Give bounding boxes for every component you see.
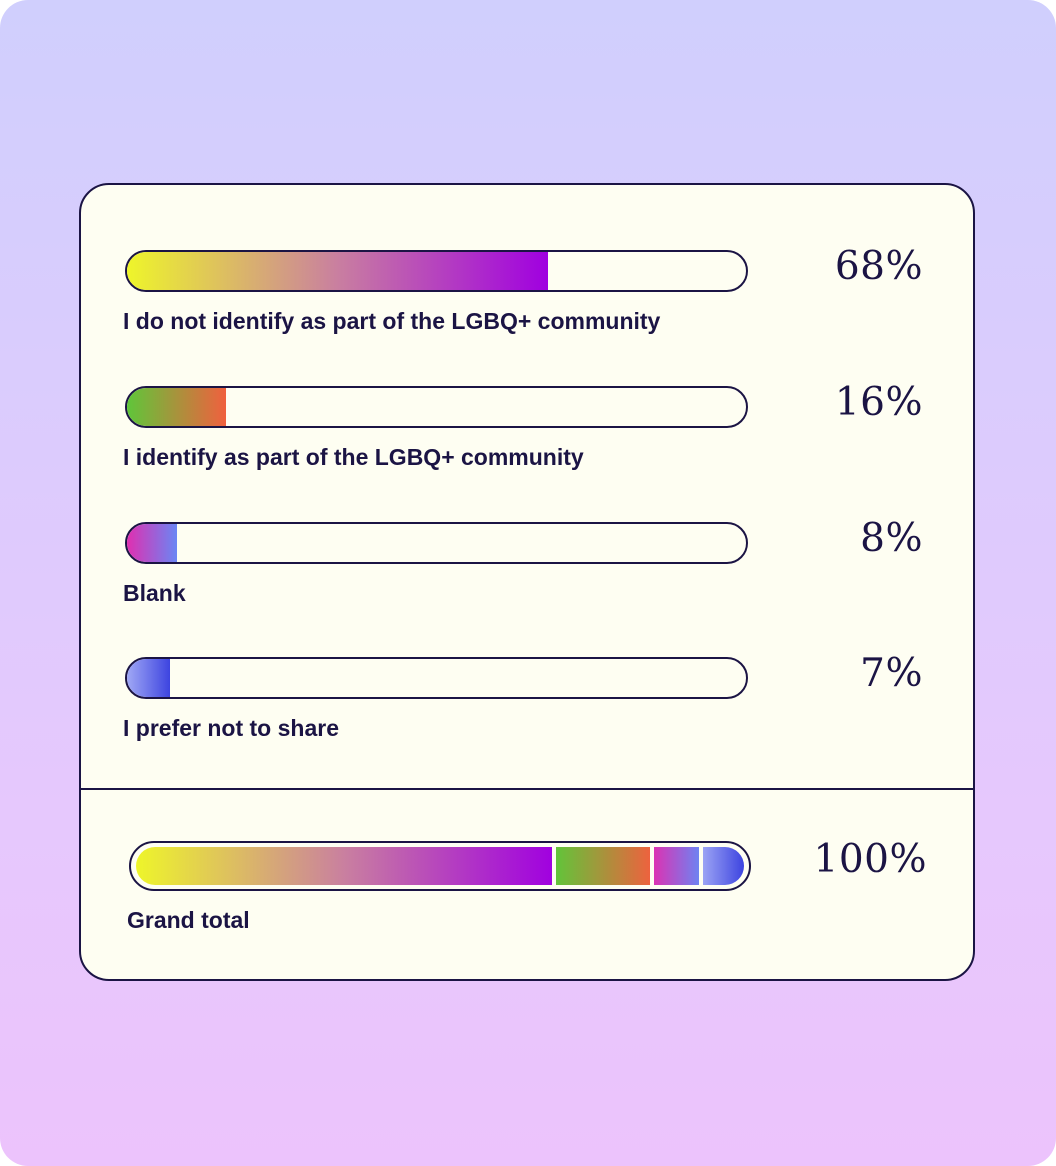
bar-category-label: I prefer not to share: [123, 715, 339, 741]
bar-row: 68% I do not identify as part of the LGB…: [81, 244, 973, 360]
bar-row: 7% I prefer not to share: [81, 651, 973, 767]
total-bar-segment: [651, 847, 701, 885]
total-bar-segments: [136, 847, 744, 885]
bar-track: [125, 386, 748, 428]
total-bar-separator: [649, 847, 654, 885]
total-value-label: 100%: [813, 837, 927, 882]
bar-fill: [127, 252, 548, 290]
total-bar-separator: [699, 847, 703, 885]
bar-value-label: 16%: [834, 380, 923, 425]
bar-track: [125, 250, 748, 292]
bar-track: [125, 522, 748, 564]
total-label: Grand total: [127, 907, 250, 933]
total-bar-segment: [701, 847, 744, 885]
bar-fill: [127, 659, 171, 697]
bar-value-label: 7%: [860, 651, 923, 696]
bar-row: 16% I identify as part of the LGBQ+ comm…: [81, 380, 973, 496]
total-bar-track: [129, 841, 751, 891]
total-bar-segment: [553, 847, 652, 885]
bar-value-label: 68%: [834, 244, 923, 289]
bar-track: [125, 657, 748, 699]
bar-category-label: Blank: [123, 580, 186, 606]
bar-category-label: I identify as part of the LGBQ+ communit…: [123, 444, 584, 470]
chart-card: 68% I do not identify as part of the LGB…: [79, 183, 975, 981]
total-bar-separator: [551, 847, 556, 885]
bar-row: 8% Blank: [81, 516, 973, 632]
total-bar-segment: [136, 847, 554, 885]
bar-fill: [127, 388, 227, 426]
bar-category-label: I do not identify as part of the LGBQ+ c…: [123, 308, 661, 334]
bar-fill: [127, 524, 177, 562]
bar-value-label: 8%: [860, 516, 923, 561]
divider: [81, 788, 973, 790]
